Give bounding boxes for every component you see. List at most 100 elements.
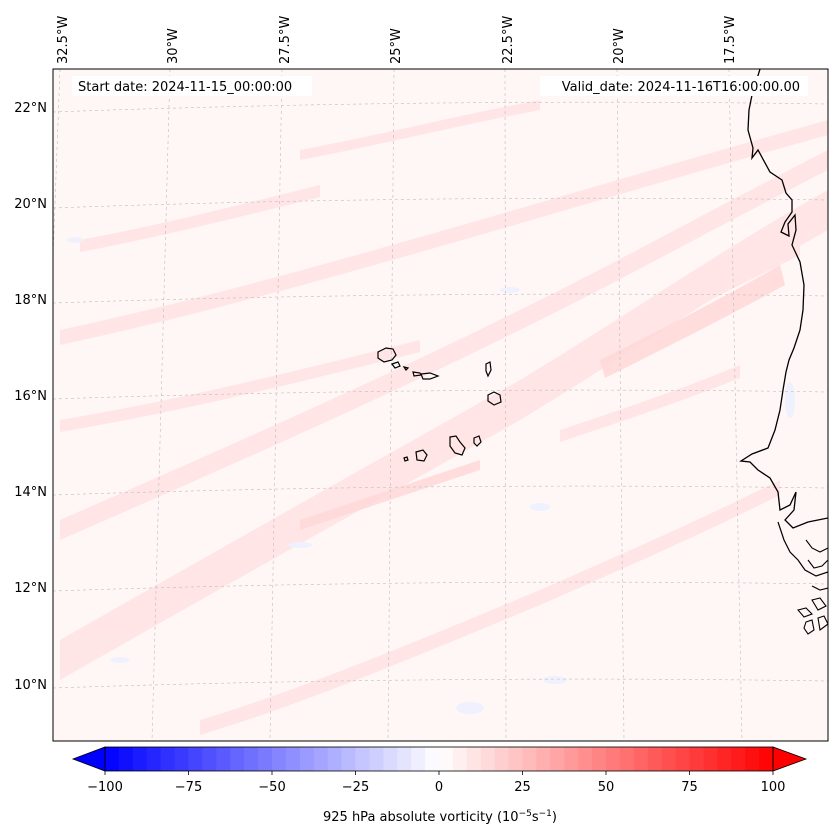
negative-vorticity-patch <box>543 676 567 684</box>
start-date-box <box>72 76 312 96</box>
colorbar-band <box>564 747 579 771</box>
colorbar-band <box>439 747 454 771</box>
colorbar-band <box>355 747 370 771</box>
guinea-bissau-islands <box>797 597 828 635</box>
colorbar-bands <box>105 747 774 771</box>
colorbar-ticks: −100 −75 −50 −25 0 25 50 75 100 <box>87 771 785 795</box>
vorticity-streak <box>300 100 540 160</box>
colorbar-band <box>647 747 663 771</box>
colorbar-label-suffix: ) <box>552 810 557 825</box>
latitude-label: 12°N <box>14 581 47 596</box>
colorbar-band <box>745 747 760 771</box>
vorticity-streak <box>60 150 828 540</box>
colorbar-label-mid: s <box>532 810 539 825</box>
colorbar-band <box>411 747 426 771</box>
longitude-gridline <box>269 69 283 741</box>
west-africa-coastline <box>739 69 828 529</box>
longitude-label: 30°W <box>166 28 181 64</box>
colorbar-extend-max <box>772 746 808 772</box>
vorticity-streak <box>60 190 828 680</box>
latitude-label: 14°N <box>14 485 47 500</box>
colorbar-band <box>731 747 746 771</box>
longitude-gridline <box>616 69 625 741</box>
colorbar-label-exp2: −1 <box>539 809 552 819</box>
colorbar-band <box>369 747 384 771</box>
colorbar-band <box>592 747 607 771</box>
latitude-gridline <box>53 197 828 209</box>
latitude-label: 22°N <box>14 101 47 116</box>
latitude-gridline <box>53 581 828 592</box>
colorbar-band <box>216 747 231 771</box>
colorbar-band <box>689 747 704 771</box>
longitude-gridline <box>504 69 507 741</box>
longitude-label: 27.5°W <box>278 16 293 64</box>
island-brava <box>403 456 409 462</box>
negative-vorticity-patch <box>530 503 550 511</box>
latitude-label: 16°N <box>14 389 47 404</box>
colorbar-band <box>188 747 203 771</box>
cape-verde-islands <box>377 347 502 462</box>
colorbar-band <box>633 747 649 771</box>
longitude-label: 20°W <box>612 28 627 64</box>
valid-date-label: Valid_date: 2024-11-16T16:00:00.00 <box>562 80 800 95</box>
valid-date-box <box>540 76 808 96</box>
colorbar-band <box>105 747 120 771</box>
colorbar-band <box>480 747 496 771</box>
colorbar-band <box>383 747 398 771</box>
colorbar-band <box>258 747 273 771</box>
island-sao-nicolau-east <box>420 372 440 380</box>
latitude-gridline <box>53 389 828 400</box>
colorbar-band <box>244 747 259 771</box>
latitude-gridline <box>53 101 828 113</box>
colorbar-band <box>146 747 162 771</box>
colorbar-band <box>272 747 287 771</box>
colorbar-band <box>717 747 732 771</box>
latitude-label: 18°N <box>14 293 47 308</box>
vorticity-streak <box>620 240 800 345</box>
senegal-gambia-coast <box>777 521 828 577</box>
colorbar-tick-label: −75 <box>175 780 202 795</box>
negative-vorticity-patch <box>500 287 520 293</box>
colorbar-band <box>341 747 356 771</box>
colorbar-label-exp1: −5 <box>519 809 532 819</box>
vorticity-streak <box>560 365 740 442</box>
colorbar-band <box>452 747 468 771</box>
latitude-labels: 22°N 20°N 18°N 16°N 14°N 12°N 10°N <box>14 101 47 693</box>
vorticity-field <box>53 69 828 741</box>
vorticity-streak <box>200 480 780 735</box>
island-boa-vista <box>487 391 502 406</box>
colorbar-tick-label: −100 <box>87 780 123 795</box>
longitude-labels: 32.5°W 30°W 27.5°W 25°W 22.5°W 20°W 17.5… <box>56 16 738 64</box>
map-frame <box>52 68 829 742</box>
colorbar-tick-label: 75 <box>681 780 698 795</box>
colorbar-band <box>327 747 343 771</box>
colorbar-label: 925 hPa absolute vorticity (10−5s−1) <box>323 809 557 825</box>
colorbar-extend-min <box>71 746 106 772</box>
negative-vorticity-patch <box>110 657 130 663</box>
vorticity-streak <box>80 185 320 252</box>
longitude-gridline <box>387 69 395 741</box>
colorbar-band <box>606 747 621 771</box>
colorbar-band <box>703 747 718 771</box>
colorbar-label-prefix: 925 hPa absolute vorticity (10 <box>323 810 519 825</box>
colorbar-tick-label: −25 <box>342 780 369 795</box>
island-maio <box>473 435 482 447</box>
colorbar-band <box>578 747 593 771</box>
colorbar-band <box>118 747 134 771</box>
colorbar-band <box>675 747 690 771</box>
longitude-label: 17.5°W <box>723 16 738 64</box>
inland-border <box>805 539 828 591</box>
colorbar-band <box>759 747 774 771</box>
longitude-label: 32.5°W <box>56 16 71 64</box>
island-fogo <box>415 449 428 462</box>
colorbar-tick-label: 0 <box>435 780 443 795</box>
vorticity-streak <box>60 120 828 345</box>
colorbar-band <box>313 747 329 771</box>
colorbar-tick-label: 50 <box>598 780 615 795</box>
longitude-label: 25°W <box>389 28 404 64</box>
latitude-gridline <box>53 678 828 689</box>
colorbar-band <box>397 747 412 771</box>
colorbar-tick-label: 25 <box>514 780 531 795</box>
start-date-label: Start date: 2024-11-15_00:00:00 <box>78 80 292 95</box>
island-sao-vicente <box>391 361 401 369</box>
